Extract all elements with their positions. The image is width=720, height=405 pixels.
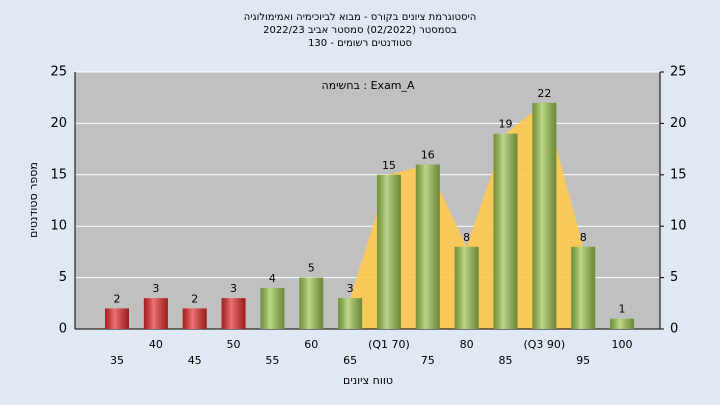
bar-shade	[415, 164, 440, 329]
y2-tick-label: 10	[670, 219, 687, 234]
bar-shade	[376, 174, 401, 329]
data-label: 1	[619, 303, 626, 316]
x-tick-label: 95	[576, 354, 590, 367]
chart-title: היסטוגרמת ציונים בקורס - מבוא לביוכימיה …	[244, 12, 477, 23]
data-label: 19	[499, 118, 513, 131]
bar-shade	[143, 298, 168, 329]
x-tick-label: 35	[110, 354, 124, 367]
x-tick-label: 60	[304, 338, 318, 351]
x-tick-label: 55	[265, 354, 279, 367]
x-tick-label: 80	[460, 338, 474, 351]
x-tick-label: 75	[421, 354, 435, 367]
data-label: 8	[463, 231, 470, 244]
bar-shade	[105, 308, 129, 329]
bar-shade	[454, 246, 479, 329]
y-tick-label: 0	[59, 322, 67, 337]
y2-tick-label: 0	[670, 322, 678, 337]
data-label: 3	[230, 282, 237, 295]
data-label: 5	[308, 262, 315, 275]
y-tick-label: 25	[50, 65, 67, 80]
bar-shade	[571, 246, 596, 329]
x-tick-label: 85	[499, 354, 513, 367]
x-tick-label: 50	[227, 338, 241, 351]
y-axis-label: מספר סטודנטים	[27, 162, 40, 238]
x-tick-label: (Q1 70)	[368, 338, 410, 351]
y2-tick-label: 15	[670, 167, 687, 182]
y2-tick-label: 20	[670, 116, 687, 131]
bar-shade	[493, 133, 518, 329]
y-tick-label: 20	[50, 116, 67, 131]
chart-subtitle: סטודנטים רשומים - 130	[308, 38, 412, 49]
y2-tick-label: 5	[670, 270, 678, 285]
data-label: 8	[580, 231, 587, 244]
x-tick-label: (Q3 90)	[523, 338, 565, 351]
distribution-area	[350, 102, 584, 329]
bar-shade	[260, 287, 285, 329]
data-label: 3	[152, 282, 159, 295]
y-tick-label: 10	[50, 219, 67, 234]
data-label: 3	[347, 282, 354, 295]
data-label: 4	[269, 272, 276, 285]
data-label: 22	[537, 87, 551, 100]
x-tick-label: 40	[149, 338, 163, 351]
data-label: 2	[191, 292, 198, 305]
x-tick-label: 65	[343, 354, 357, 367]
y-tick-label: 5	[59, 270, 67, 285]
x-axis-label: טווח ציונים	[343, 374, 393, 387]
chart-subtitle: בסמסטר (02/2022) סמסטר אביב 2022/23	[263, 25, 457, 36]
data-label: 2	[114, 292, 121, 305]
data-label: 16	[421, 149, 435, 162]
y-tick-label: 15	[50, 167, 67, 182]
bar-shade	[338, 298, 363, 329]
y2-tick-label: 25	[670, 65, 687, 80]
data-label: 15	[382, 159, 396, 172]
x-tick-label: 45	[188, 354, 202, 367]
bar-shade	[221, 298, 246, 329]
annotation: בחשימה : Exam_A	[321, 79, 415, 92]
bar-shade	[182, 308, 207, 329]
x-tick-label: 100	[612, 338, 633, 351]
bar-shade	[532, 102, 557, 329]
bar-shade	[299, 277, 324, 329]
bar-shade	[610, 318, 635, 329]
